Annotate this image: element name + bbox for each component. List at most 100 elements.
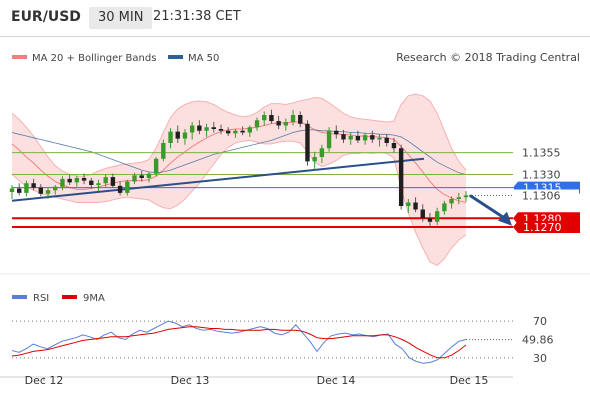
candle-body <box>370 135 375 140</box>
clock-label: 21:31:38 CET <box>153 9 241 24</box>
candle-body <box>218 129 224 131</box>
candle-body <box>240 130 245 133</box>
candle-body <box>326 130 332 149</box>
candle-body <box>362 135 368 141</box>
symbol-label: EUR/USD <box>11 9 81 25</box>
candle-body <box>290 115 296 122</box>
candle-body <box>427 218 433 222</box>
rsi-current-value: 49.86 <box>522 334 554 347</box>
candle-body <box>67 178 72 183</box>
candle-body <box>182 132 188 139</box>
candle-body <box>189 125 195 133</box>
candle-body <box>96 183 101 185</box>
candle-body <box>45 190 51 194</box>
candle-body <box>319 148 325 157</box>
trendline <box>11 157 425 202</box>
candle-body <box>384 137 389 143</box>
candle-body <box>197 125 202 131</box>
level-label-1.1355: 1.1355 <box>522 147 561 160</box>
candle-body <box>463 195 469 198</box>
rsi-legend: RSI 9MA <box>12 293 105 304</box>
candle-body <box>211 127 216 129</box>
level-label-1.1270: 1.1270 <box>523 221 562 234</box>
legend-label-rsi: RSI <box>33 293 49 304</box>
level-tag-1.1270 <box>513 221 580 233</box>
candle-body <box>153 158 159 174</box>
candle-body <box>312 157 317 162</box>
candle-body <box>125 181 130 193</box>
price-panel <box>0 93 590 275</box>
x-tick-dec-15: Dec 15 <box>450 374 489 387</box>
bollinger-band-area <box>12 94 466 266</box>
candle-body <box>168 131 173 143</box>
level-label-1.1330: 1.1330 <box>522 169 561 182</box>
candle-body <box>146 173 152 178</box>
candle-body <box>449 199 454 204</box>
rsi-tick-30: 30 <box>533 352 547 365</box>
candle-body <box>175 131 180 139</box>
candle-body <box>233 130 238 134</box>
candle-body <box>161 143 166 159</box>
candle-body <box>298 115 303 124</box>
ma20-line <box>11 121 467 203</box>
candle-body <box>53 186 58 191</box>
main-legend: MA 20 + Bollinger Bands MA 50 <box>12 53 219 64</box>
candle-body <box>348 136 353 140</box>
candle-body <box>132 175 137 182</box>
candle-body <box>117 185 123 193</box>
legend-label-ma20: MA 20 + Bollinger Bands <box>32 53 156 64</box>
candle-body <box>225 130 231 134</box>
candle-body <box>9 188 15 192</box>
chart-header: EUR/USD 30 MIN 21:31:38 CET <box>0 0 590 37</box>
rsi-panel: 70 30 49.86 <box>11 315 554 365</box>
candle-body <box>420 209 425 219</box>
candle-body <box>60 178 65 187</box>
candle-body <box>262 115 267 121</box>
rsi-series-rsi <box>11 320 467 364</box>
candle-body <box>305 123 310 162</box>
forecast-arrow-shaft <box>469 194 505 220</box>
candle-body <box>406 202 411 206</box>
candle-body <box>442 203 447 212</box>
candle-body <box>377 137 382 140</box>
candle-body <box>110 177 116 186</box>
candle-body <box>341 134 346 140</box>
candle-body <box>276 121 281 126</box>
candle-body <box>74 178 80 183</box>
candle-body <box>334 130 339 135</box>
candle-body <box>254 120 260 128</box>
candle-body <box>434 211 440 222</box>
x-tick-dec-12: Dec 12 <box>25 374 64 387</box>
candle-body <box>139 175 144 178</box>
candle-body <box>31 183 36 188</box>
candle-body <box>355 136 361 141</box>
bollinger-upper-line <box>11 93 467 177</box>
last-price-label: 1.1306 <box>522 190 561 203</box>
timeframe-button[interactable]: 30 MIN <box>89 7 153 29</box>
candle-body <box>413 202 418 210</box>
candle-body <box>204 127 209 131</box>
legend-label-9ma: 9MA <box>83 293 105 304</box>
candle-body <box>247 127 253 133</box>
candle-body <box>38 187 44 194</box>
candle-body <box>81 178 87 181</box>
candle-body <box>269 115 274 122</box>
candle-body <box>391 143 397 149</box>
x-tick-dec-13: Dec 13 <box>171 374 210 387</box>
candle-body <box>17 188 22 193</box>
candle-body <box>398 148 404 206</box>
candle-body <box>456 197 461 199</box>
candle-body <box>283 122 289 126</box>
rsi-tick-70: 70 <box>533 315 547 328</box>
candle-body <box>103 177 108 184</box>
ma50-line <box>11 129 467 175</box>
time-axis: Dec 12 Dec 13 Dec 14 Dec 15 <box>0 374 513 387</box>
legend-label-ma50: MA 50 <box>188 53 219 64</box>
x-tick-dec-14: Dec 14 <box>317 374 356 387</box>
bollinger-lower-line <box>11 139 467 267</box>
candle-body <box>89 180 94 185</box>
last-price-tag <box>515 189 579 202</box>
candle-body <box>24 183 29 193</box>
forecast-arrow-head <box>498 211 512 226</box>
